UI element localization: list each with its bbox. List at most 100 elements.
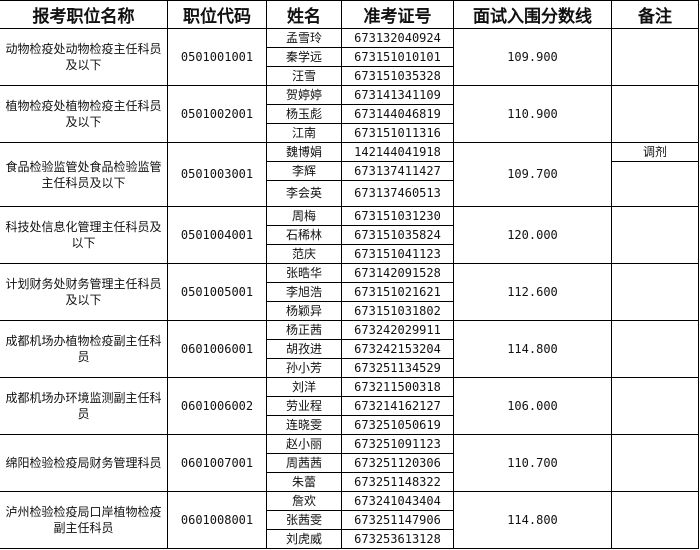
note-cell <box>611 161 699 207</box>
candidate-name-cell: 杨颖异 <box>266 301 342 321</box>
candidate-name-cell: 詹欢 <box>266 491 342 511</box>
header-note: 备注 <box>611 0 699 29</box>
position-name-cell: 计划财务处财务管理主任科员及以下 <box>0 263 168 321</box>
candidate-name-cell: 刘洋 <box>266 377 342 397</box>
table-row: 石稀林 673151035824 <box>0 225 699 245</box>
note-cell <box>611 377 699 435</box>
position-code-cell: 0501001001 <box>167 28 267 86</box>
position-code-cell: 0501004001 <box>167 206 267 264</box>
candidate-name-cell: 朱蕾 <box>266 472 342 492</box>
exam-id-cell: 142144041918 <box>341 142 454 162</box>
position-name-cell: 成都机场办植物检疫副主任科员 <box>0 320 168 378</box>
candidate-name-cell: 张晧华 <box>266 263 342 283</box>
exam-id-cell: 673151021621 <box>341 282 454 302</box>
note-cell <box>611 85 699 143</box>
exam-id-cell: 673144046819 <box>341 104 454 124</box>
candidate-name-cell: 李辉 <box>266 161 342 181</box>
table-row: 刘虎威 673253613128 <box>0 529 699 549</box>
table-row: 李辉 673137411427 <box>0 161 699 207</box>
position-code-cell: 0601007001 <box>167 434 267 492</box>
note-cell: 调剂 <box>611 142 699 162</box>
candidate-name-cell: 刘虎威 <box>266 529 342 549</box>
exam-id-cell: 673151010101 <box>341 47 454 67</box>
exam-id-cell: 673251050619 <box>341 415 454 435</box>
exam-id-cell: 673151041123 <box>341 244 454 264</box>
cutoff-score-cell: 120.000 <box>453 206 612 264</box>
position-name-cell: 绵阳检验检疫局财务管理科员 <box>0 434 168 492</box>
position-name-cell: 科技处信息化管理主任科员及以下 <box>0 206 168 264</box>
table-row: 李会英 673137460513 <box>0 180 699 207</box>
exam-id-cell: 673142091528 <box>341 263 454 283</box>
candidate-name-cell: 孟雪玲 <box>266 28 342 48</box>
exam-id-cell: 673214162127 <box>341 396 454 416</box>
exam-id-cell: 673251120306 <box>341 453 454 473</box>
candidate-name-cell: 胡孜进 <box>266 339 342 359</box>
table-row: 范庆 673151041123 <box>0 244 699 264</box>
table-row: 动物检疫处动物检疫主任科员及以下 0501001001 孟雪玲 67313204092… <box>0 28 699 86</box>
exam-id-cell: 673211500318 <box>341 377 454 397</box>
position-name-cell: 泸州检验检疫局口岸植物检疫副主任科员 <box>0 491 168 549</box>
candidate-name-cell: 范庆 <box>266 244 342 264</box>
position-code-cell: 0501005001 <box>167 263 267 321</box>
cutoff-score-cell: 114.800 <box>453 491 612 549</box>
table-row: 李旭浩 673151021621 <box>0 282 699 302</box>
exam-id-cell: 673137460513 <box>341 180 454 207</box>
candidate-name-cell: 魏博娟 <box>266 142 342 162</box>
exam-id-cell: 673253613128 <box>341 529 454 549</box>
exam-id-cell: 673241043404 <box>341 491 454 511</box>
note-cell <box>611 491 699 549</box>
exam-id-cell: 673242153204 <box>341 339 454 359</box>
table-row: 计划财务处财务管理主任科员及以下 0501005001 张晧华 67314209152… <box>0 263 699 321</box>
cutoff-score-cell: 110.700 <box>453 434 612 492</box>
position-code-cell: 0601006002 <box>167 377 267 435</box>
candidate-name-cell: 周梅 <box>266 206 342 226</box>
candidate-name-cell: 汪雪 <box>266 66 342 86</box>
header-row: 报考职位名称 职位代码 姓名 准考证号 面试入围分数线 备注 <box>0 0 699 29</box>
header-exam-id: 准考证号 <box>341 0 454 29</box>
position-code-cell: 0601006001 <box>167 320 267 378</box>
note-cell <box>611 263 699 321</box>
candidate-name-cell: 李会英 <box>266 180 342 207</box>
candidate-name-cell: 赵小丽 <box>266 434 342 454</box>
table-row: 孙小芳 673251134529 <box>0 358 699 378</box>
table-row: 张茜雯 673251147906 <box>0 510 699 530</box>
exam-id-cell: 673251147906 <box>341 510 454 530</box>
table-row: 劳业程 673214162127 <box>0 396 699 416</box>
note-cell <box>611 434 699 492</box>
candidate-name-cell: 张茜雯 <box>266 510 342 530</box>
exam-id-cell: 673151035824 <box>341 225 454 245</box>
candidate-name-cell: 劳业程 <box>266 396 342 416</box>
candidate-name-cell: 杨正茜 <box>266 320 342 340</box>
cutoff-score-cell: 112.600 <box>453 263 612 321</box>
table-row: 胡孜进 673242153204 <box>0 339 699 359</box>
candidate-name-cell: 周茜茜 <box>266 453 342 473</box>
header-code: 职位代码 <box>167 0 267 29</box>
exam-id-cell: 673251091123 <box>341 434 454 454</box>
exam-id-cell: 673137411427 <box>341 161 454 181</box>
exam-id-cell: 673132040924 <box>341 28 454 48</box>
position-code-cell: 0501003001 <box>167 142 267 207</box>
candidate-name-cell: 秦学远 <box>266 47 342 67</box>
exam-id-cell: 673141341109 <box>341 85 454 105</box>
cutoff-score-cell: 109.700 <box>453 142 612 207</box>
candidate-name-cell: 杨玉彪 <box>266 104 342 124</box>
position-name-cell: 成都机场办环境监测副主任科员 <box>0 377 168 435</box>
exam-id-cell: 673151035328 <box>341 66 454 86</box>
header-score: 面试入围分数线 <box>453 0 612 29</box>
position-name-cell: 植物检疫处植物检疫主任科员及以下 <box>0 85 168 143</box>
cutoff-score-cell: 114.800 <box>453 320 612 378</box>
table-row: 绵阳检验检疫局财务管理科员 0601007001 赵小丽 673251091123 11… <box>0 434 699 492</box>
position-code-cell: 0601008001 <box>167 491 267 549</box>
table-row: 泸州检验检疫局口岸植物检疫副主任科员 0601008001 詹欢 6732410434… <box>0 491 699 549</box>
position-code-cell: 0501002001 <box>167 85 267 143</box>
table-row: 成都机场办植物检疫副主任科员 0601006001 杨正茜 673242029911 1… <box>0 320 699 378</box>
table-row: 食品检验监管处食品检验监管主任科员及以下 0501003001 魏博娟 1421440… <box>0 142 699 207</box>
note-cell <box>611 206 699 264</box>
table-row: 杨玉彪 673144046819 <box>0 104 699 124</box>
candidate-name-cell: 江南 <box>266 123 342 143</box>
candidate-name-cell: 石稀林 <box>266 225 342 245</box>
table-row: 科技处信息化管理主任科员及以下 0501004001 周梅 673151031230 1… <box>0 206 699 264</box>
position-name-cell: 动物检疫处动物检疫主任科员及以下 <box>0 28 168 86</box>
exam-id-cell: 673251134529 <box>341 358 454 378</box>
